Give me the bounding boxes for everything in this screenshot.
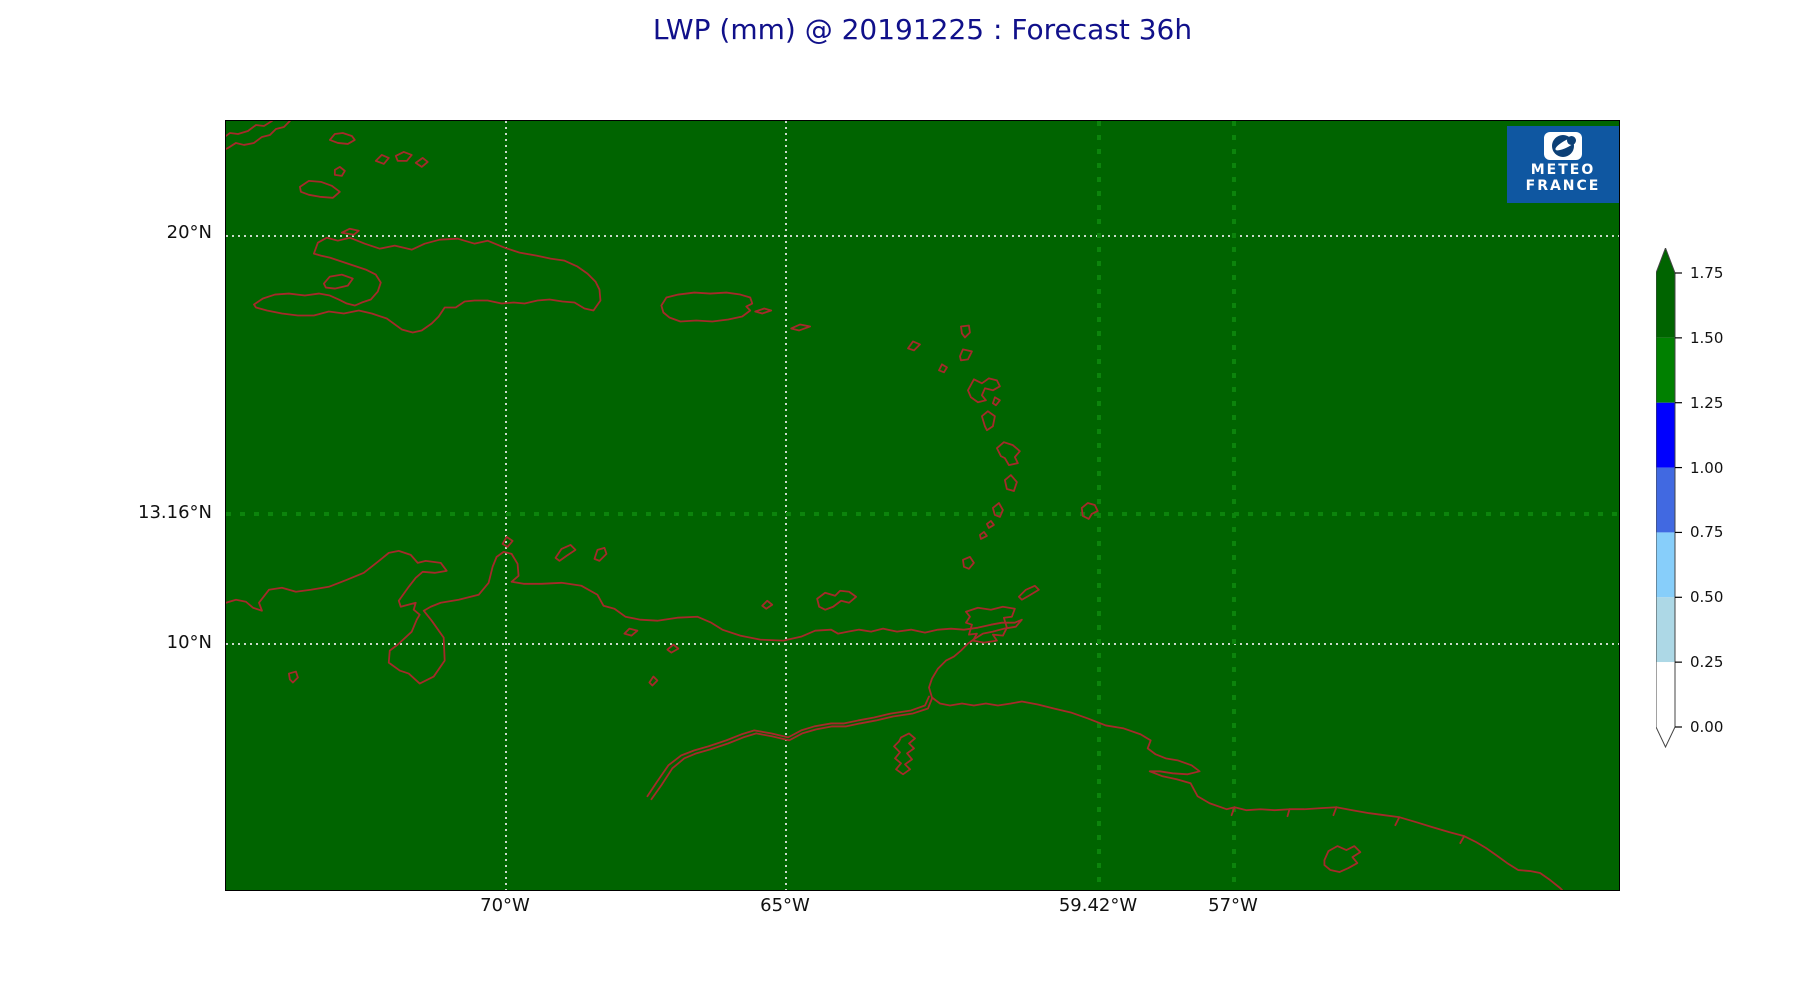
coast-anguilla bbox=[907, 340, 921, 352]
coast-orinoco-swamp bbox=[893, 732, 916, 776]
coast-tobago bbox=[1017, 584, 1040, 601]
x-tick-label-59.42w: 59.42°W bbox=[1058, 895, 1138, 916]
colorbar-label-0.00: 0.00 bbox=[1690, 718, 1724, 736]
coast-tortuga bbox=[340, 227, 360, 236]
colorbar-label-0.50: 0.50 bbox=[1690, 588, 1724, 606]
coast-orinoco-bank-north bbox=[646, 695, 930, 798]
x-tick-label-70w: 70°W bbox=[480, 895, 530, 916]
colorbar-extend-min-arrow bbox=[1656, 727, 1675, 747]
coast-grenadines-2 bbox=[979, 531, 988, 540]
coast-turks-2 bbox=[394, 151, 413, 162]
colorbar-seg-1.50-1.75 bbox=[1656, 273, 1675, 338]
logo-text-line1: METEO bbox=[1530, 162, 1596, 178]
coast-bahamas-island bbox=[328, 132, 356, 145]
colorbar-label-1.50: 1.50 bbox=[1690, 329, 1724, 347]
logo-text-line2: FRANCE bbox=[1525, 178, 1601, 194]
coast-puerto-rico bbox=[660, 291, 754, 323]
colorbar-seg-1.25-1.50 bbox=[1656, 337, 1675, 403]
coast-cuba-north bbox=[226, 121, 273, 137]
y-tick-label-10n: 10°N bbox=[166, 632, 212, 653]
coast-montserrat bbox=[938, 363, 948, 374]
coast-south-america-mainland bbox=[226, 549, 1563, 890]
coast-cuba-south bbox=[226, 121, 291, 150]
coast-river-mouth-2 bbox=[1286, 808, 1291, 818]
coast-hispaniola bbox=[253, 236, 602, 334]
colorbar-label-0.75: 0.75 bbox=[1690, 523, 1724, 541]
y-tick-label-13.16n: 13.16°N bbox=[138, 502, 212, 523]
coast-antigua bbox=[959, 348, 973, 362]
coast-marie-galante bbox=[992, 396, 1001, 407]
meteo-france-globe-icon bbox=[1544, 132, 1582, 160]
coast-guyana-lake bbox=[1323, 845, 1362, 873]
coast-martinique bbox=[995, 441, 1021, 467]
colorbar-seg-0.00-0.25 bbox=[1656, 662, 1675, 727]
coast-trinidad bbox=[965, 605, 1016, 644]
coast-barbuda bbox=[960, 324, 971, 339]
coast-orinoco-bank-south bbox=[650, 697, 933, 801]
y-tick-label-20n: 20°N bbox=[166, 222, 212, 243]
coast-st-croix bbox=[790, 323, 812, 332]
coast-river-mouth-5 bbox=[1459, 835, 1466, 845]
x-tick-label-57w: 57°W bbox=[1208, 895, 1258, 916]
coast-aruba bbox=[501, 536, 514, 548]
coast-st-vincent bbox=[992, 502, 1004, 518]
colorbar-seg-0.25-0.50 bbox=[1656, 597, 1675, 663]
coast-guadeloupe bbox=[967, 377, 1001, 404]
coast-las-aves bbox=[666, 643, 680, 654]
coast-gonave bbox=[322, 273, 354, 290]
x-tick-label-65w: 65°W bbox=[760, 895, 810, 916]
coast-river-mouth-4 bbox=[1394, 816, 1401, 827]
colorbar-extend-max-arrow bbox=[1656, 248, 1675, 273]
coast-margarita bbox=[816, 589, 857, 611]
coast-los-monjes bbox=[288, 670, 299, 684]
coast-la-orchila bbox=[648, 675, 659, 687]
colorbar-seg-1.00-1.25 bbox=[1656, 402, 1675, 468]
colorbar-seg-0.75-1.00 bbox=[1656, 467, 1675, 533]
coast-la-blanquilla bbox=[761, 599, 774, 610]
colorbar-label-1.75: 1.75 bbox=[1690, 264, 1724, 282]
colorbar-label-1.00: 1.00 bbox=[1690, 459, 1724, 477]
coast-grenada bbox=[962, 555, 975, 570]
coast-grenadines-1 bbox=[986, 520, 995, 529]
coast-vieques bbox=[754, 307, 773, 315]
coast-river-mouth-1 bbox=[1230, 806, 1236, 817]
colorbar-label-1.25: 1.25 bbox=[1690, 394, 1724, 412]
meteo-france-logo: METEO FRANCE bbox=[1507, 126, 1619, 203]
colorbar-label-0.25: 0.25 bbox=[1690, 653, 1724, 671]
coast-curacao bbox=[554, 543, 577, 562]
colorbar-seg-0.50-0.75 bbox=[1656, 532, 1675, 598]
coast-barbados bbox=[1080, 502, 1099, 520]
coast-los-roques bbox=[623, 627, 639, 637]
coast-river-mouth-3 bbox=[1332, 806, 1338, 817]
page-title: LWP (mm) @ 20191225 : Forecast 36h bbox=[652, 13, 1193, 46]
map-plot-area: METEO FRANCE bbox=[225, 120, 1620, 891]
coast-turks-3 bbox=[414, 157, 429, 168]
colorbar bbox=[1656, 248, 1682, 748]
coast-bonaire bbox=[593, 546, 608, 562]
coast-dominica bbox=[981, 410, 996, 432]
coast-little-inagua bbox=[333, 165, 346, 177]
coastlines-layer bbox=[226, 121, 1563, 890]
coast-great-inagua bbox=[298, 179, 341, 199]
colorbar-tick-marks bbox=[1675, 272, 1682, 728]
coast-turks-1 bbox=[374, 154, 390, 165]
coast-st-lucia bbox=[1003, 474, 1018, 492]
